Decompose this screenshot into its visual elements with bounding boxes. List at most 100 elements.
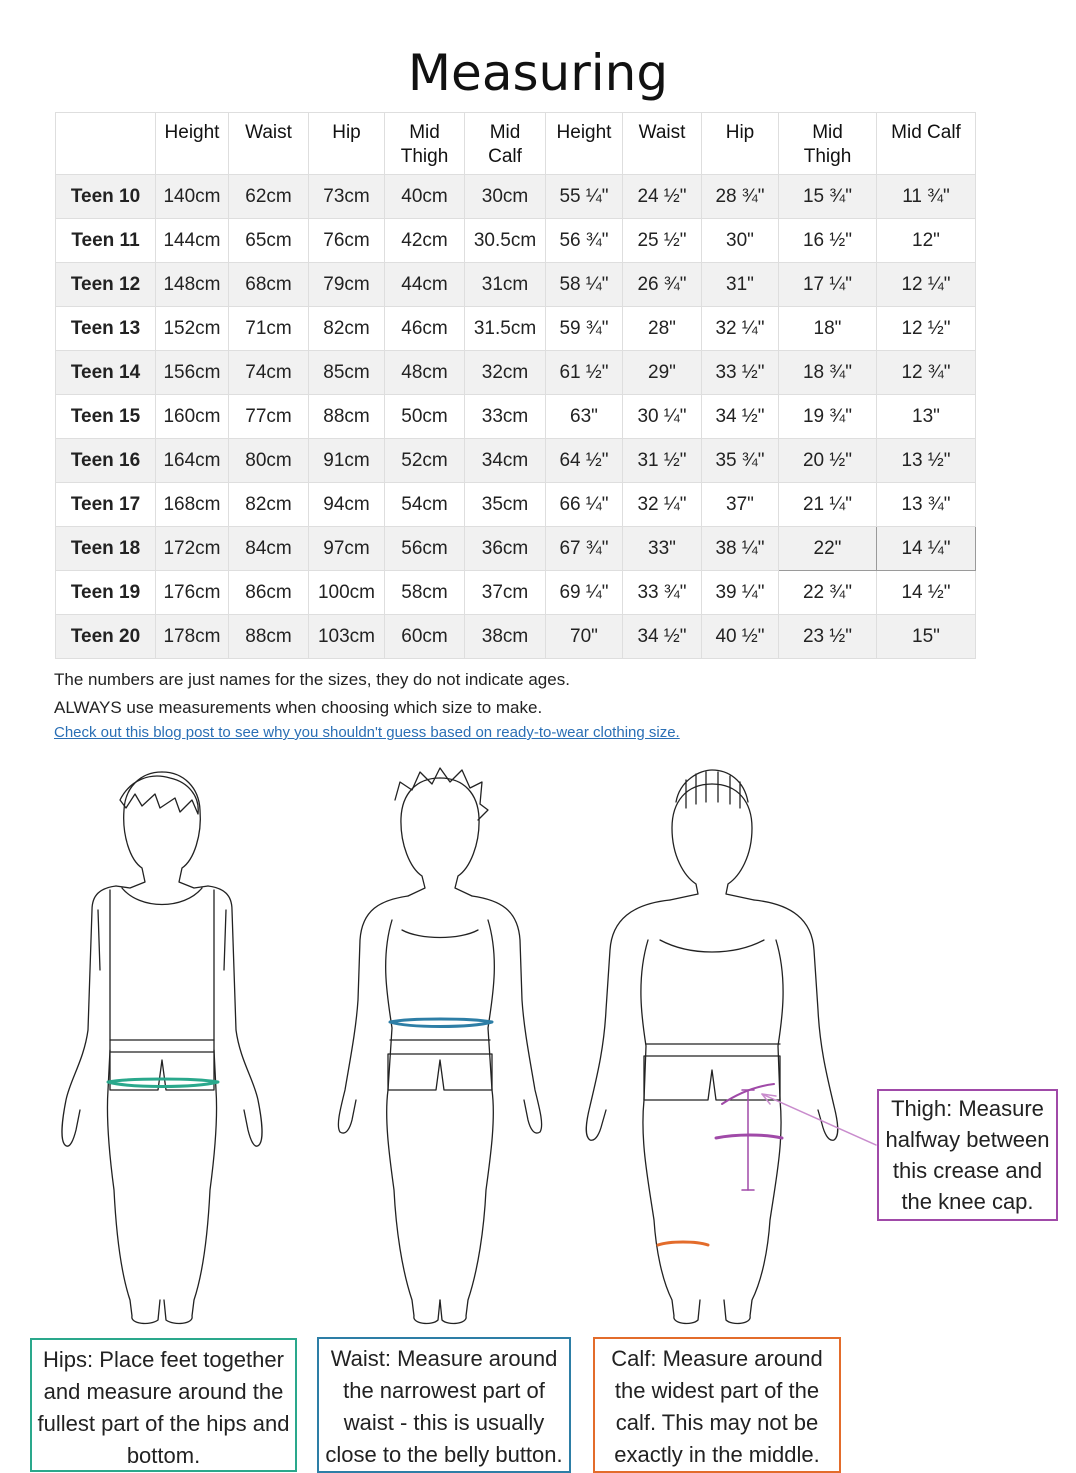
body-figures-illustration [61, 767, 877, 1325]
measurement-cell: 12 ¾" [876, 350, 976, 395]
measurement-cell: 68cm [228, 262, 309, 307]
table-row: Teen 14 156cm 74cm 85cm 48cm 32cm 61 ½" 29" 33 ½… [55, 350, 976, 395]
measurement-cell: 74cm [228, 350, 309, 395]
page-title: Measuring [407, 44, 669, 102]
measurement-cell: 22 ¾" [778, 570, 877, 615]
measurement-cell: 37" [701, 482, 779, 527]
figure-calf [585, 769, 839, 1325]
header-cell: Height [545, 112, 623, 175]
measurement-cell: 152cm [155, 306, 229, 351]
measurement-cell: 55 ¼" [545, 174, 623, 219]
measurement-cell: 14 ¼" [876, 526, 976, 571]
measurement-cell: 178cm [155, 614, 229, 659]
measurement-cell: 31 ½" [622, 438, 702, 483]
measurement-cell: 25 ½" [622, 218, 702, 263]
measurement-cell: 29" [622, 350, 702, 395]
measurement-cell: 36cm [464, 526, 546, 571]
measurement-cell: 23 ½" [778, 614, 877, 659]
measurement-cell: 37cm [464, 570, 546, 615]
figure-hips [61, 771, 263, 1325]
measurement-cell: 39 ¼" [701, 570, 779, 615]
measurement-cell: 61 ½" [545, 350, 623, 395]
measurement-cell: 140cm [155, 174, 229, 219]
measurement-cell: 62cm [228, 174, 309, 219]
table-row: Teen 13 152cm 71cm 82cm 46cm 31.5cm 59 ¾" 28" 32… [55, 306, 976, 351]
measurement-cell: 40 ½" [701, 614, 779, 659]
note-always-measure: ALWAYS use measurements when choosing wh… [54, 698, 543, 717]
measurement-cell: 32 ¼" [622, 482, 702, 527]
measurement-cell: 82cm [308, 306, 385, 351]
measurement-cell: 28 ¾" [701, 174, 779, 219]
measurement-cell: 59 ¾" [545, 306, 623, 351]
header-cell: Height [155, 112, 229, 175]
measurement-cell: 13 ¾" [876, 482, 976, 527]
measurement-cell: 34 ½" [622, 614, 702, 659]
note-sizes-not-ages: The numbers are just names for the sizes… [54, 670, 570, 689]
measurement-cell: 15 ¾" [778, 174, 877, 219]
measurement-cell: 172cm [155, 526, 229, 571]
measurement-cell: 85cm [308, 350, 385, 395]
measurement-cell: 13 ½" [876, 438, 976, 483]
measurement-cell: 32cm [464, 350, 546, 395]
size-name-cell: Teen 10 [55, 174, 156, 219]
measurement-cell: 100cm [308, 570, 385, 615]
measurement-cell: 28" [622, 306, 702, 351]
table-row: Teen 11 144cm 65cm 76cm 42cm 30.5cm 56 ¾" 25 ½"… [55, 218, 976, 263]
measurement-cell: 35 ¾" [701, 438, 779, 483]
waist-callout: Waist: Measure around the narrowest part… [317, 1337, 571, 1473]
measurement-cell: 77cm [228, 394, 309, 439]
measurement-cell: 38 ¼" [701, 526, 779, 571]
table-header-row: Height Waist Hip Mid Thigh Mid Calf Height… [55, 112, 976, 175]
measurement-cell: 33 ½" [701, 350, 779, 395]
measurement-cell: 21 ¼" [778, 482, 877, 527]
measurement-cell: 70" [545, 614, 623, 659]
measurement-cell: 30 ¼" [622, 394, 702, 439]
size-name-cell: Teen 11 [55, 218, 156, 263]
measurement-cell: 69 ¼" [545, 570, 623, 615]
measurement-cell: 60cm [384, 614, 465, 659]
thigh-pointer-line [761, 1093, 877, 1146]
measurement-cell: 24 ½" [622, 174, 702, 219]
measurement-cell: 164cm [155, 438, 229, 483]
measurement-cell: 33" [622, 526, 702, 571]
table-row: Teen 15 160cm 77cm 88cm 50cm 33cm 63" 30 ¼" 34 ½… [55, 394, 976, 439]
measurement-cell: 16 ½" [778, 218, 877, 263]
calf-callout: Calf: Measure around the widest part of … [593, 1337, 841, 1473]
measurement-cell: 32 ¼" [701, 306, 779, 351]
header-cell: Hip [701, 112, 779, 175]
measurement-cell: 63" [545, 394, 623, 439]
measurement-cell: 35cm [464, 482, 546, 527]
size-name-cell: Teen 20 [55, 614, 156, 659]
measurement-cell: 11 ¾" [876, 174, 976, 219]
measurement-cell: 40cm [384, 174, 465, 219]
measurement-cell: 168cm [155, 482, 229, 527]
measurement-cell: 58cm [384, 570, 465, 615]
measurement-cell: 18 ¾" [778, 350, 877, 395]
size-name-cell: Teen 15 [55, 394, 156, 439]
measurement-cell: 30" [701, 218, 779, 263]
measurement-cell: 103cm [308, 614, 385, 659]
table-row: Teen 19 176cm 86cm 100cm 58cm 37cm 69 ¼" 33 ¾" 3… [55, 570, 976, 615]
measurement-cell: 84cm [228, 526, 309, 571]
blog-post-link[interactable]: Check out this blog post to see why you … [54, 724, 680, 741]
measurement-cell: 82cm [228, 482, 309, 527]
thigh-measure-line [714, 1133, 784, 1140]
measurement-cell: 54cm [384, 482, 465, 527]
measurement-cell: 65cm [228, 218, 309, 263]
header-cell [55, 112, 156, 175]
measurement-cell: 94cm [308, 482, 385, 527]
measurement-cell: 56cm [384, 526, 465, 571]
size-name-cell: Teen 19 [55, 570, 156, 615]
table-row: Teen 18 172cm 84cm 97cm 56cm 36cm 67 ¾" 33" 38 ¼… [55, 526, 976, 571]
measurement-cell: 12 ¼" [876, 262, 976, 307]
measurement-cell: 50cm [384, 394, 465, 439]
measurement-cell: 66 ¼" [545, 482, 623, 527]
measurement-cell: 91cm [308, 438, 385, 483]
measurement-cell: 71cm [228, 306, 309, 351]
calf-measure-line [656, 1240, 710, 1247]
measurement-cell: 76cm [308, 218, 385, 263]
table-row: Teen 17 168cm 82cm 94cm 54cm 35cm 66 ¼" 32 ¼" 37… [55, 482, 976, 527]
measurement-cell: 44cm [384, 262, 465, 307]
measurement-cell: 14 ½" [876, 570, 976, 615]
measurement-cell: 88cm [308, 394, 385, 439]
